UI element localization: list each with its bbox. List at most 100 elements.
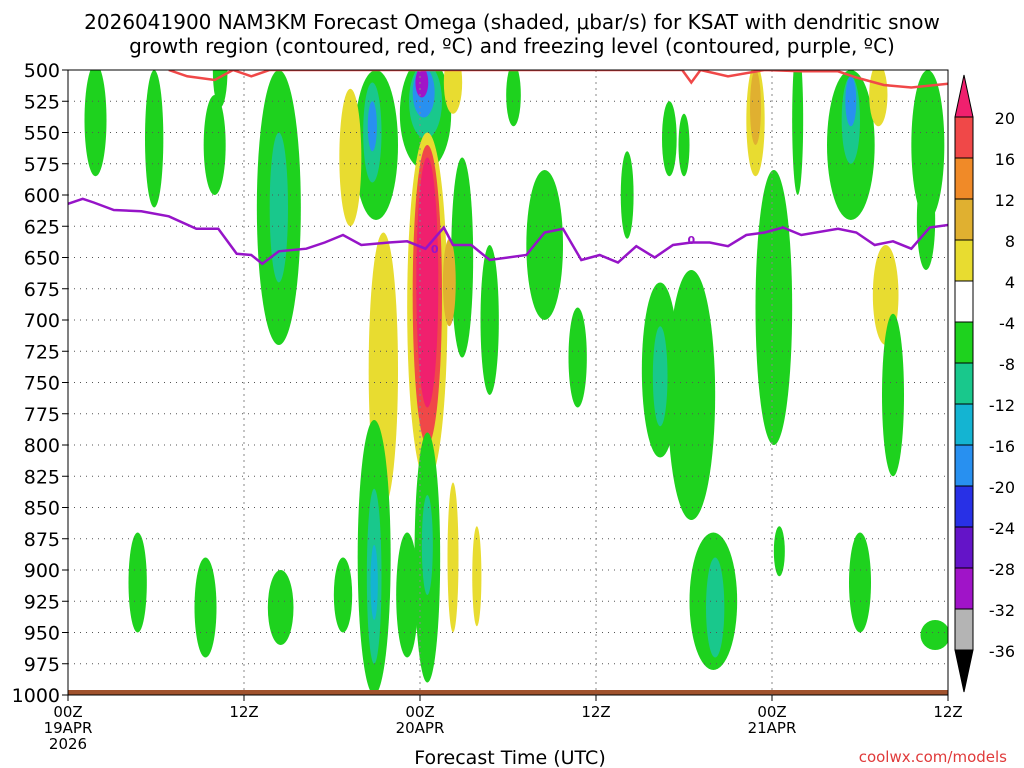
colorbar-max-arrow: [954, 74, 974, 118]
omega-cell-20: [442, 238, 456, 327]
colorbar-seg-7: [954, 403, 974, 446]
colorbar-label-4: 4: [1005, 273, 1015, 292]
omega-cell-52: [447, 482, 459, 633]
colorbar-seg-11: [954, 567, 974, 610]
omega-cell-28: [652, 326, 668, 427]
colorbar-label-7: -12: [989, 396, 1015, 415]
y-tick-label-875: 875: [24, 529, 60, 551]
x-tick-label-3-0: 12Z: [581, 703, 610, 721]
y-tick-label-625: 625: [24, 216, 60, 238]
x-tick-label-4-0: 00Z: [757, 703, 786, 721]
y-tick-label-550: 550: [24, 123, 60, 145]
credit-text: coolwx.com/models: [859, 748, 1007, 766]
omega-cell-38: [869, 70, 888, 127]
omega-cell-26: [678, 113, 690, 177]
colorbar: 20 16 12 8 4 -4 -8 -12 -16 -20 -24 -28 -32 -36: [954, 74, 1015, 693]
colorbar-label-13: -36: [989, 642, 1015, 661]
plot-grid: [67, 69, 949, 696]
colorbar-seg-4: [954, 280, 974, 323]
y-tick-label-700: 700: [24, 310, 60, 332]
colorbar-seg-8: [954, 444, 974, 487]
x-tick-label-2-1: 20APR: [396, 719, 445, 737]
omega-cell-18: [416, 157, 439, 408]
ground-fill: [68, 690, 948, 695]
freezing-level-label-0: 0: [431, 243, 439, 256]
omega-cell-43: [194, 557, 217, 658]
y-tick-label-675: 675: [24, 279, 60, 301]
omega-cell-33: [750, 70, 761, 145]
x-tick-label-4-1: 21APR: [748, 719, 797, 737]
colorbar-label-12: -32: [989, 601, 1015, 620]
omega-cell-56: [773, 526, 785, 577]
omega-cell-37: [845, 76, 857, 127]
omega-cell-23: [526, 170, 564, 320]
freezing-level-line: [68, 197, 948, 266]
y-tick-label-825: 825: [24, 466, 60, 488]
y-tick-label-800: 800: [24, 435, 60, 457]
colorbar-seg-1: [954, 157, 974, 200]
omega-cell-1: [145, 70, 164, 208]
colorbar-seg-12: [954, 608, 974, 651]
y-tick-label-1000: 1000: [12, 685, 60, 707]
omega-cell-53: [472, 526, 482, 627]
colorbar-label-11: -28: [989, 560, 1015, 579]
omega-cell-19: [451, 157, 474, 358]
y-tick-label-775: 775: [24, 404, 60, 426]
colorbar-seg-9: [954, 485, 974, 528]
colorbar-label-5: -4: [999, 314, 1015, 333]
freezing-level-label-1: 0: [688, 234, 696, 247]
x-tick-label-0-0: 00Z: [53, 703, 82, 721]
x-tick-label-2-0: 00Z: [405, 703, 434, 721]
x-axis-label: Forecast Time (UTC): [414, 747, 605, 768]
omega-cell-9: [339, 88, 362, 227]
colorbar-seg-10: [954, 526, 974, 569]
colorbar-seg-6: [954, 362, 974, 405]
y-tick-label-575: 575: [24, 154, 60, 176]
y-axis: 500 525 550 575 600 625 650 675 700 725 750 775 800 8…: [12, 60, 68, 707]
omega-cell-21: [480, 245, 499, 395]
omega-cell-0: [84, 70, 107, 177]
omega-cell-45: [333, 557, 353, 633]
omega-cell-34: [792, 70, 804, 195]
omega-cell-8: [367, 101, 377, 152]
omega-cell-29: [667, 270, 716, 520]
omega-cell-25: [620, 151, 634, 239]
contour-lines: 00: [68, 70, 948, 266]
y-tick-label-725: 725: [24, 341, 60, 363]
chart-title-line2: growth region (contoured, red, ºC) and f…: [129, 34, 895, 58]
omega-cell-22: [506, 70, 521, 127]
colorbar-label-6: -8: [999, 355, 1015, 374]
omega-shading: [84, 70, 948, 695]
colorbar-min-arrow: [954, 649, 974, 693]
colorbar-seg-0: [954, 116, 974, 159]
y-tick-label-500: 500: [24, 60, 60, 82]
x-tick-label-1-0: 12Z: [229, 703, 258, 721]
y-tick-label-975: 975: [24, 654, 60, 676]
ground-band: [68, 690, 948, 695]
x-tick-label-5-0: 12Z: [933, 703, 962, 721]
colorbar-label-1: 16: [995, 150, 1015, 169]
colorbar-label-10: -24: [989, 519, 1015, 538]
omega-cell-42: [128, 532, 147, 633]
omega-cell-31: [755, 170, 793, 445]
colorbar-label-9: -20: [989, 478, 1015, 497]
omega-cell-3: [203, 95, 226, 195]
y-tick-label-850: 850: [24, 498, 60, 520]
y-tick-label-950: 950: [24, 623, 60, 645]
colorbar-seg-2: [954, 198, 974, 241]
omega-cell-24: [568, 307, 587, 408]
colorbar-seg-3: [954, 239, 974, 282]
omega-cell-41: [911, 70, 945, 220]
y-tick-label-600: 600: [24, 185, 60, 207]
colorbar-seg-5: [954, 321, 974, 364]
y-tick-label-750: 750: [24, 373, 60, 395]
colorbar-label-0: 20: [995, 109, 1015, 128]
colorbar-label-2: 12: [995, 191, 1015, 210]
omega-cell-58: [916, 170, 936, 270]
y-tick-label-525: 525: [24, 91, 60, 113]
dgz-contour-line: [168, 70, 948, 89]
omega-cell-15: [443, 70, 463, 114]
omega-cell-14: [415, 70, 429, 98]
